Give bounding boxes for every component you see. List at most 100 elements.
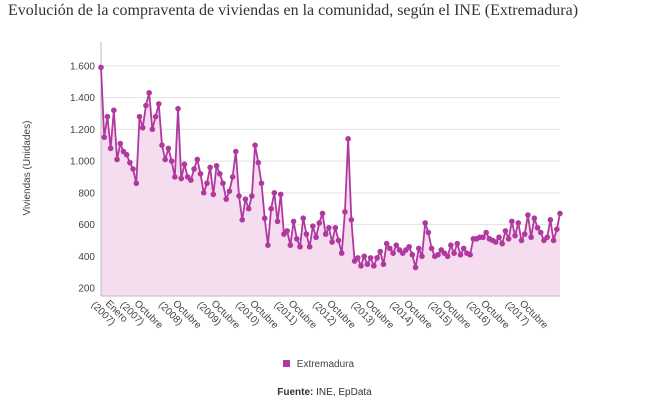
- data-point: [361, 253, 368, 260]
- data-point: [181, 161, 188, 168]
- data-point: [159, 142, 165, 148]
- data-point: [460, 245, 467, 252]
- data-point: [300, 215, 307, 222]
- data-point: [547, 217, 554, 223]
- data-point: [425, 229, 432, 236]
- data-point: [374, 255, 380, 261]
- data-point: [178, 175, 185, 182]
- data-point: [419, 253, 425, 260]
- data-point: [236, 193, 242, 199]
- data-point: [415, 245, 422, 252]
- data-point: [342, 209, 348, 215]
- x-tick-label: Octubre(2013): [349, 298, 396, 331]
- data-point: [534, 224, 541, 231]
- data-point: [306, 243, 313, 250]
- x-tick-label: Octubre(2011): [272, 298, 319, 331]
- data-point: [537, 229, 544, 236]
- data-point: [268, 205, 274, 212]
- data-point: [130, 166, 136, 172]
- data-point: [213, 163, 220, 169]
- data-point: [162, 156, 168, 163]
- data-point: [117, 140, 124, 147]
- data-point: [165, 145, 172, 152]
- data-point: [239, 217, 246, 223]
- data-point: [172, 174, 178, 180]
- data-point: [249, 193, 255, 199]
- series-points: [98, 64, 563, 271]
- data-point: [229, 174, 236, 180]
- data-point: [509, 218, 515, 225]
- y-tick-label: 600: [78, 220, 95, 231]
- data-point: [127, 159, 133, 166]
- data-point: [467, 251, 473, 258]
- x-tick-label: Octubre(2012): [310, 298, 357, 331]
- data-point: [207, 164, 213, 171]
- data-point: [354, 255, 361, 261]
- data-point: [444, 253, 451, 260]
- data-point: [557, 210, 563, 217]
- data-point: [274, 218, 281, 225]
- data-point: [114, 156, 120, 163]
- data-point: [412, 264, 419, 271]
- data-point: [265, 242, 271, 248]
- data-point: [499, 240, 506, 247]
- series-area: [101, 67, 560, 297]
- data-point: [348, 217, 355, 223]
- data-point: [101, 134, 108, 141]
- legend-swatch: [283, 360, 290, 367]
- data-point: [139, 124, 146, 131]
- data-point: [322, 231, 329, 237]
- x-tick-label: Octubre(2014): [387, 298, 434, 331]
- data-point: [335, 237, 342, 244]
- data-point: [111, 107, 117, 114]
- data-point: [329, 239, 335, 245]
- data-point: [290, 218, 297, 225]
- y-tick-label: 400: [78, 252, 95, 263]
- data-point: [319, 210, 326, 217]
- data-point: [528, 234, 534, 241]
- data-point: [149, 126, 156, 133]
- data-point: [152, 113, 159, 120]
- chart-title: Evolución de la compraventa de viviendas…: [8, 2, 579, 19]
- y-tick-label: 1.200: [70, 125, 95, 136]
- data-point: [197, 170, 204, 177]
- x-tick-label: Octubre(2017): [503, 298, 550, 331]
- legend[interactable]: Extremadura: [283, 359, 354, 370]
- x-tick-label: Octubre(2016): [464, 298, 511, 331]
- data-point: [525, 212, 531, 218]
- data-point: [387, 245, 393, 252]
- data-point: [428, 245, 435, 252]
- data-point: [518, 237, 525, 244]
- y-tick-label: 200: [78, 284, 95, 295]
- data-point: [252, 142, 258, 148]
- data-point: [136, 113, 143, 120]
- data-point: [245, 205, 252, 212]
- data-point: [258, 180, 265, 187]
- data-point: [345, 136, 351, 142]
- data-point: [409, 251, 416, 258]
- x-tick-labels: Enero(2007) Octubre(2007) Octubre(2008) Oct…: [89, 298, 550, 331]
- data-point: [255, 159, 262, 166]
- data-point: [367, 255, 374, 261]
- data-point: [364, 261, 371, 268]
- data-point: [457, 251, 464, 258]
- data-point: [287, 242, 294, 248]
- data-point: [146, 90, 152, 96]
- data-point: [390, 250, 396, 256]
- data-point: [544, 234, 550, 241]
- data-point: [310, 223, 316, 229]
- data-point: [435, 251, 441, 258]
- data-point: [261, 215, 268, 222]
- data-point: [277, 191, 284, 198]
- y-tick-label: 800: [78, 188, 95, 199]
- source-label: Fuente:: [277, 387, 314, 398]
- data-point: [531, 215, 538, 222]
- data-point: [293, 236, 300, 242]
- data-point: [204, 180, 210, 187]
- data-point: [480, 234, 486, 241]
- data-point: [242, 196, 249, 202]
- data-point: [226, 188, 233, 195]
- data-point: [188, 177, 194, 183]
- source-text: INE, EpData: [313, 387, 372, 398]
- area-fill: [101, 67, 560, 297]
